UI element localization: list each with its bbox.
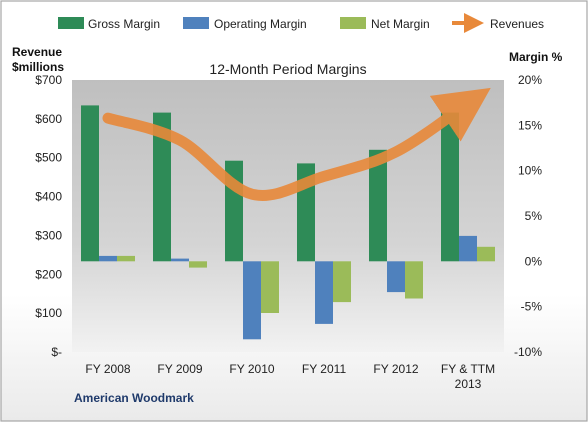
legend-swatch-gross-margin (58, 17, 84, 29)
right-tick-label: -5% (521, 300, 543, 314)
category-label-1: FY 2008 (85, 362, 130, 376)
category-label-5: FY 2012 (373, 362, 418, 376)
legend-label-gross-margin: Gross Margin (88, 17, 160, 31)
bar-gross-margin-1 (81, 105, 99, 262)
right-tick-label: 15% (518, 118, 542, 132)
left-axis-title-line1: Revenue (12, 45, 62, 59)
bar-gross-margin-5 (369, 149, 387, 262)
category-label-6: FY & TTM 2013 (441, 362, 495, 391)
bar-gross-margin-6 (441, 112, 459, 262)
bar-net-margin-1 (117, 255, 135, 262)
revenues-line (102, 87, 491, 201)
left-axis-title-line2: $millions (12, 60, 64, 74)
category-label-4: FY 2011 (302, 362, 347, 376)
left-tick-label: $400 (35, 190, 62, 204)
legend-label-operating-margin: Operating Margin (214, 17, 307, 31)
bar-gross-margin-2 (153, 112, 171, 262)
bar-net-margin-2 (189, 261, 207, 268)
right-tick-label: 20% (518, 73, 542, 87)
bar-net-margin-6 (477, 246, 495, 262)
bar-operating-margin-5 (387, 261, 405, 293)
right-axis-title: Margin % (509, 50, 563, 64)
bar-operating-margin-1 (99, 255, 117, 262)
left-tick-label: $- (51, 345, 62, 359)
left-tick-label: $100 (35, 306, 62, 320)
left-tick-label: $500 (35, 151, 62, 165)
legend-swatch-net-margin (340, 17, 366, 29)
bar-operating-margin-2 (171, 258, 189, 262)
right-tick-label: -10% (514, 345, 542, 359)
company-label: American Woodmark (74, 391, 194, 405)
bar-operating-margin-6 (459, 235, 477, 262)
left-tick-label: $300 (35, 228, 62, 242)
category-label-2: FY 2009 (157, 362, 202, 376)
right-tick-label: 5% (525, 209, 543, 223)
bar-net-margin-3 (261, 261, 279, 313)
legend-label-revenues: Revenues (490, 17, 544, 31)
right-tick-label: 0% (525, 254, 543, 268)
right-tick-label: 10% (518, 164, 542, 178)
chart-title: 12-Month Period Margins (209, 61, 366, 77)
bar-operating-margin-4 (315, 261, 333, 324)
category-label-3: FY 2010 (229, 362, 274, 376)
legend-swatch-operating-margin (183, 17, 209, 29)
left-tick-label: $700 (35, 73, 62, 87)
legend: Gross Margin Operating Margin Net Margin… (58, 13, 544, 33)
left-tick-label: $600 (35, 112, 62, 126)
bar-net-margin-4 (333, 261, 351, 303)
legend-label-net-margin: Net Margin (371, 17, 430, 31)
bar-operating-margin-3 (243, 261, 261, 340)
left-tick-label: $200 (35, 267, 62, 281)
bar-net-margin-5 (405, 261, 423, 299)
